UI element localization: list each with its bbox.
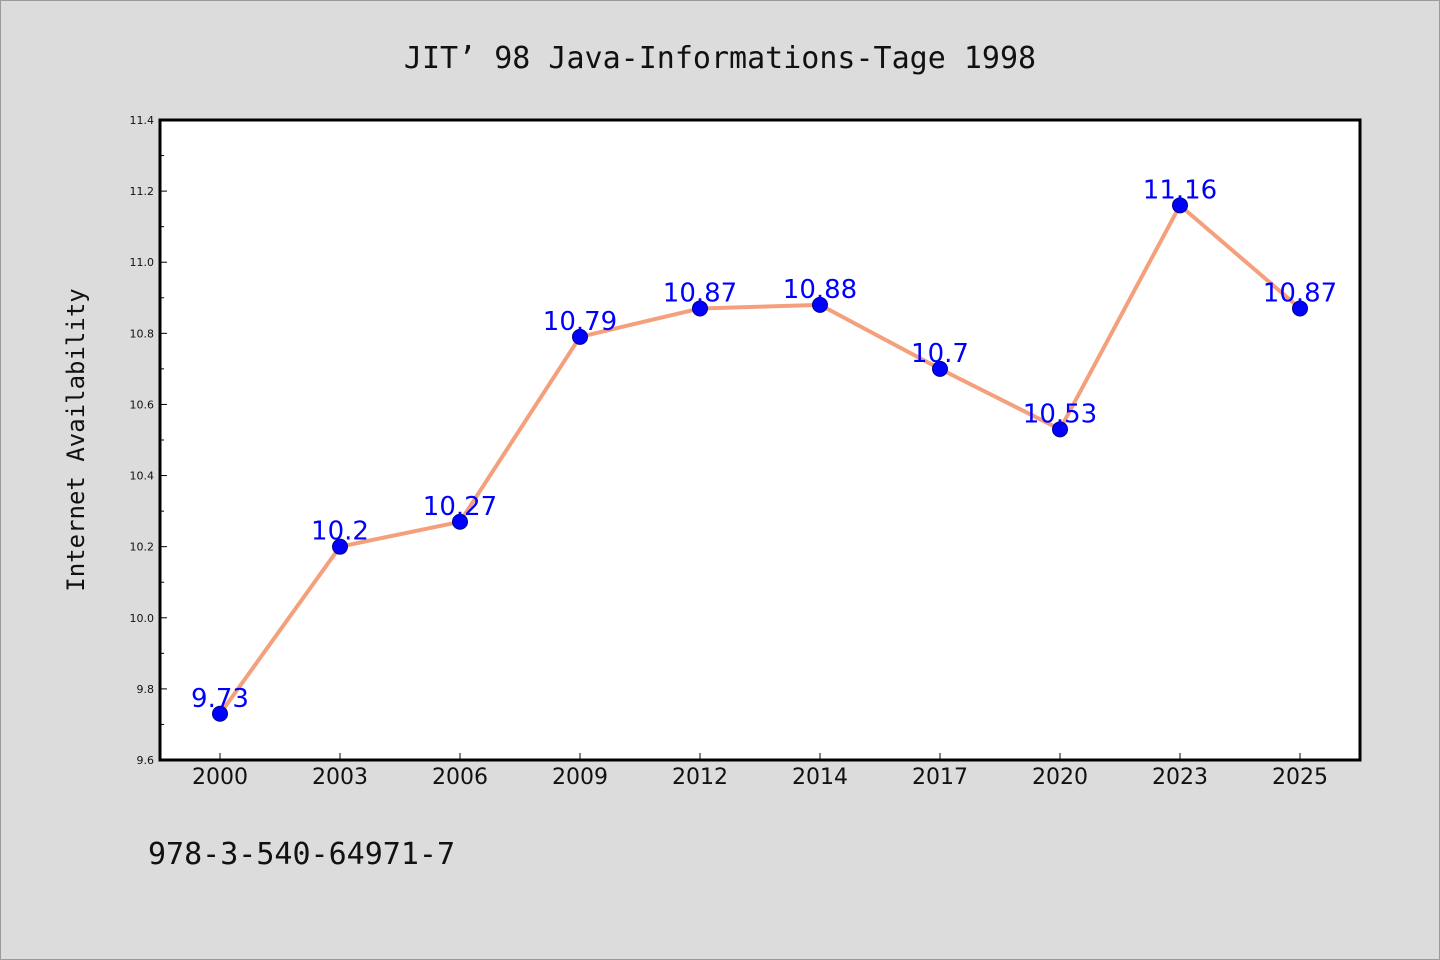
data-label: 10.79 [543,307,617,337]
x-tick-label: 2003 [312,765,368,790]
plot-area [158,118,1362,762]
data-point-marker [692,300,708,317]
data-label: 9.73 [191,684,249,714]
chart-title: JIT’ 98 Java-Informations-Tage 1998 [404,41,1036,76]
x-tick-label: 2009 [552,765,608,790]
footer-note: 978-3-540-64971-7 [148,837,455,872]
x-tick-label: 2025 [1272,765,1328,790]
data-label: 10.87 [663,278,737,308]
data-label: 10.2 [311,517,369,547]
y-tick-label: 10.4 [130,470,155,483]
data-label: 10.87 [1263,278,1337,308]
y-tick-label: 9.8 [137,683,155,696]
x-tick-label: 2012 [672,765,728,790]
data-point-marker [332,538,348,555]
data-point-marker [1172,197,1188,214]
x-tick-label: 2014 [792,765,848,790]
data-label: 10.53 [1023,399,1097,429]
y-axis-label: Internet Availability [62,288,90,591]
data-label-layer: 9.73 10.2 10.27 10.79 10.87 10.88 10.7 10.53 11.… [191,175,1337,713]
y-tick-label: 10.6 [130,398,155,411]
y-tick-label: 10.0 [130,612,155,625]
data-point-marker [212,705,228,722]
x-tick-label: 2017 [912,765,968,790]
x-tick-label: 2023 [1152,765,1208,790]
data-label: 10.7 [911,339,969,369]
y-axis-ticks: 9.6 9.8 10.0 10.2 10.4 10.6 10.8 11.0 11.2 11.4 [130,114,167,767]
y-tick-label: 9.6 [137,754,155,767]
y-tick-label: 11.0 [130,256,155,269]
data-label: 10.88 [783,275,857,305]
data-point-marker [1052,421,1068,438]
series-marker-layer [212,197,1308,722]
data-point-marker [452,513,468,530]
x-axis-ticks: 2000 2003 2006 2009 2012 2014 2017 2020 2023 2025 [192,753,1328,790]
y-tick-label: 10.8 [130,327,155,340]
x-tick-label: 2006 [432,765,488,790]
data-point-marker [932,360,948,377]
data-point-marker [812,296,828,313]
series-line-layer [218,203,1302,716]
x-tick-label: 2020 [1032,765,1088,790]
data-point-marker [572,328,588,345]
data-label: 11.16 [1143,175,1217,205]
y-tick-label: 11.2 [130,185,155,198]
series-line [218,203,1302,716]
y-tick-label: 11.4 [130,114,155,127]
data-label: 10.27 [423,492,497,522]
x-tick-label: 2000 [192,765,248,790]
data-point-marker [1292,300,1308,317]
y-tick-label: 10.2 [130,541,155,554]
